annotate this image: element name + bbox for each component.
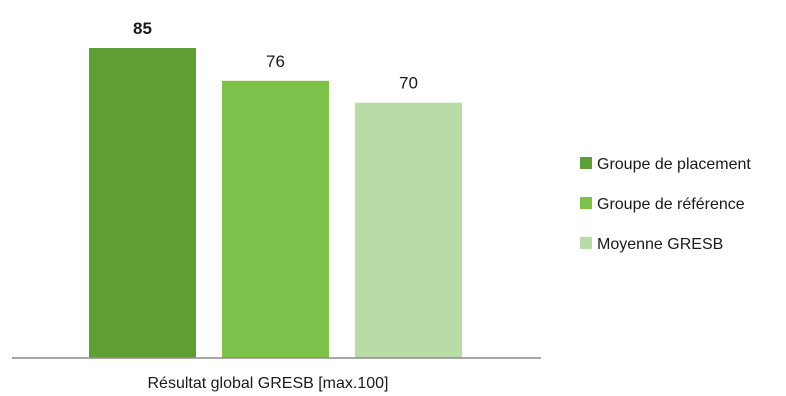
bars-group [89, 48, 462, 359]
bar-3 [355, 102, 462, 359]
legend-label-2: Groupe de référence [597, 196, 745, 213]
legend-label-3: Moyenne GRESB [597, 236, 723, 253]
legend-swatch-3 [580, 237, 592, 249]
value-label-1: 85 [133, 19, 152, 38]
value-label-2: 76 [266, 52, 285, 71]
bar-2 [222, 80, 329, 358]
legend-swatch-2 [580, 197, 592, 209]
legend-label-1: Groupe de placement [597, 156, 751, 173]
legend: Groupe de placement Groupe de référence Mo… [580, 156, 751, 253]
value-label-3: 70 [399, 74, 418, 93]
x-axis-label: Résultat global GRESB [max.100] [147, 375, 388, 392]
bar-1 [89, 48, 196, 358]
value-labels-group: 85 76 70 [133, 19, 418, 93]
legend-swatch-1 [580, 157, 592, 169]
